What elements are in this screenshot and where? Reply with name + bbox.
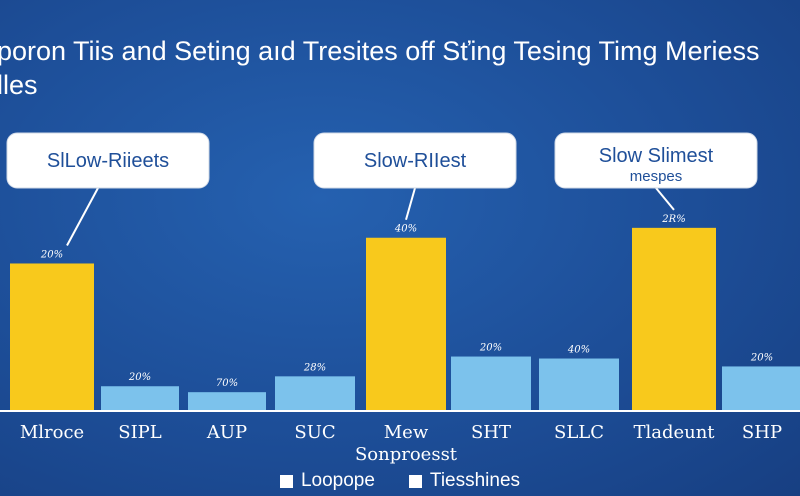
- bar-8: [632, 227, 716, 410]
- legend-label-1: Loopope: [300, 470, 375, 491]
- category-label-line: AUP: [206, 422, 247, 443]
- value-label-3: 70%: [216, 378, 238, 389]
- value-label-1: 20%: [40, 249, 63, 260]
- value-label-4: 28%: [303, 362, 326, 373]
- legend-label-2: Tiesshines: [429, 470, 521, 491]
- annotation-text-line: mespes: [630, 168, 683, 185]
- annotation-text-2: Slow-RIIest: [364, 150, 467, 172]
- annotation-pointer-3: [655, 187, 675, 211]
- category-label-line: SIPL: [118, 422, 162, 443]
- bar-2: [101, 386, 179, 410]
- annotation-pointer-1: [66, 187, 99, 246]
- category-label-5: Mew Sonproesst: [355, 422, 458, 465]
- category-label-8: Tladeunt: [633, 422, 715, 443]
- category-label-line: Sonproesst: [355, 444, 458, 465]
- value-label-2: 20%: [128, 372, 151, 383]
- category-label-line: SHT: [471, 422, 511, 443]
- value-label-6: 20%: [479, 343, 502, 354]
- category-label-9: SHP: [742, 422, 782, 443]
- bar-9: [722, 366, 800, 410]
- value-label-8: 2R%: [661, 214, 685, 225]
- category-label-4: SUC: [294, 422, 335, 443]
- legend-item-1: Loopope: [279, 470, 375, 492]
- annotation-text-line: Slow Slimest: [599, 145, 714, 167]
- legend: Loopope Tiesshines: [0, 470, 800, 492]
- category-label-line: Tladeunt: [633, 422, 715, 443]
- category-label-line: SLLC: [554, 422, 604, 443]
- bar-4: [275, 376, 355, 410]
- value-label-7: 40%: [567, 345, 590, 356]
- annotation-text-line: SlLow-Riieets: [47, 150, 169, 172]
- bar-1: [10, 263, 94, 410]
- bar-7: [539, 358, 619, 410]
- bar-3: [188, 392, 266, 410]
- legend-item-2: Tiesshines: [408, 470, 521, 492]
- chart-title: rporon Tiis and Seting aıd Tresites off …: [0, 36, 760, 100]
- category-label-2: SIPL: [118, 422, 162, 443]
- annotation-box-3: [554, 132, 758, 189]
- bar-5: [366, 237, 446, 410]
- category-label-line: Mew: [384, 422, 429, 443]
- category-label-6: SHT: [471, 422, 511, 443]
- category-label-3: AUP: [206, 422, 247, 443]
- annotation-text-1: SlLow-Riieets: [47, 150, 169, 172]
- annotation-text-3: Slow Slimest mespes: [599, 145, 714, 185]
- category-label-line: SUC: [294, 422, 335, 443]
- legend-swatch-1: [279, 474, 293, 488]
- value-label-5: 40%: [394, 224, 417, 235]
- category-label-7: SLLC: [554, 422, 604, 443]
- category-label-line: SHP: [742, 422, 782, 443]
- annotation-text-line: Slow-RIIest: [364, 150, 467, 172]
- legend-swatch-2: [408, 474, 422, 488]
- bar-6: [451, 356, 531, 410]
- annotation-box-2: [313, 132, 517, 189]
- annotation-pointer-2: [405, 187, 416, 221]
- category-label-1: Mlroce: [20, 422, 84, 443]
- annotation-box-1: [6, 132, 210, 189]
- value-label-9: 20%: [750, 352, 773, 363]
- category-label-line: Mlroce: [20, 422, 84, 443]
